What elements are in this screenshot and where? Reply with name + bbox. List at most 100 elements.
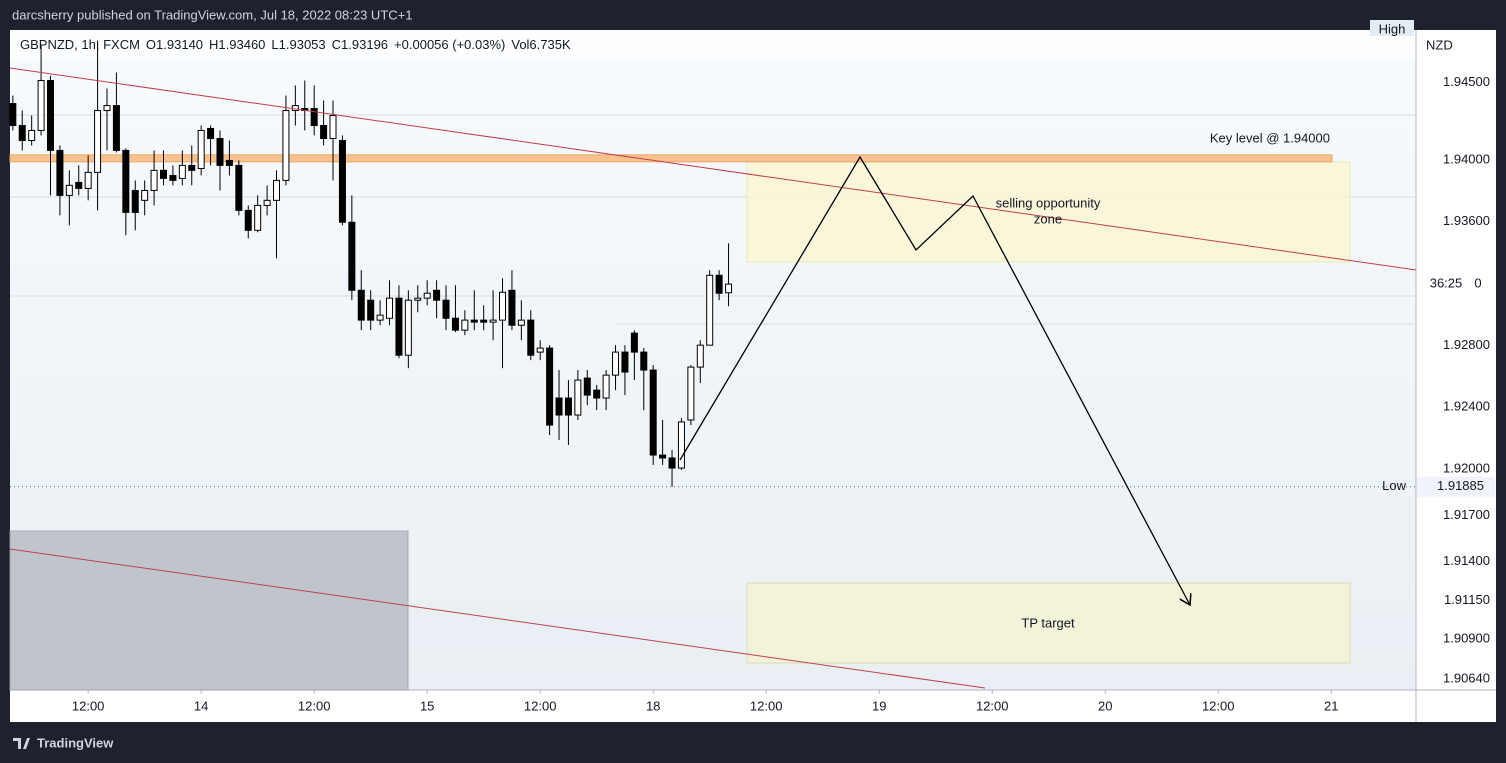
- candle-body: [583, 377, 591, 396]
- x-tick-label: 15: [420, 698, 434, 713]
- candle-body: [677, 421, 685, 469]
- candle-body: [489, 319, 497, 323]
- x-tick-label: 12:00: [298, 698, 331, 713]
- candle-body: [263, 199, 271, 206]
- y-tick-label: 1.92000: [1443, 460, 1490, 475]
- x-tick-label: 14: [194, 698, 208, 713]
- candle-body: [122, 149, 130, 213]
- candle-body: [640, 351, 648, 371]
- candle-body: [9, 103, 17, 127]
- x-tick-label: 21: [1324, 698, 1338, 713]
- brand: TradingView: [37, 735, 114, 750]
- key-level-label: Key level @ 1.94000: [1210, 130, 1330, 145]
- legend-open: O1.93140: [146, 37, 203, 52]
- candle-body: [546, 347, 554, 426]
- low-price-bg: [1417, 476, 1495, 497]
- candles: [9, 40, 733, 487]
- currency: NZD: [1426, 37, 1453, 52]
- x-tick-label: 12:00: [72, 698, 105, 713]
- candle-body: [414, 297, 422, 301]
- candle-body: [169, 174, 177, 181]
- candle-body: [508, 289, 516, 326]
- candle-body: [706, 274, 714, 346]
- candle-body: [499, 291, 507, 321]
- candle-body: [564, 397, 572, 416]
- y-tick-label: 1.94500: [1443, 74, 1490, 89]
- candle-body: [178, 164, 186, 179]
- y-tick-label: 1.91400: [1443, 553, 1490, 568]
- candle-body: [423, 292, 431, 299]
- candle-body: [254, 204, 262, 231]
- candle-body: [404, 299, 412, 356]
- trend-line: [9, 548, 986, 689]
- projection-path: [679, 155, 1190, 605]
- candle-body: [197, 129, 205, 169]
- publisher: darcsherry published on TradingView.com,…: [12, 7, 412, 22]
- candle-body: [291, 105, 299, 112]
- high-label: High: [1379, 21, 1406, 36]
- candle-body: [235, 164, 243, 211]
- x-tick-label: 12:00: [524, 698, 557, 713]
- candle-body: [282, 110, 290, 181]
- x-tick-label: 12:00: [976, 698, 1009, 713]
- candle-body: [188, 164, 196, 171]
- y-tick-label: 1.90640: [1443, 671, 1490, 686]
- candle-body: [480, 319, 488, 323]
- tp-zone: [746, 582, 1351, 664]
- legend-low: L1.93053: [271, 37, 325, 52]
- candle-body: [357, 289, 365, 321]
- candle-body: [517, 319, 525, 326]
- y-tick-label: 1.91150: [1444, 592, 1490, 607]
- trend-line: [9, 67, 1417, 271]
- candle-body: [112, 105, 120, 151]
- candle-body: [367, 299, 375, 321]
- candle-body: [56, 149, 64, 196]
- candle-body: [630, 332, 638, 353]
- candle-body: [310, 108, 318, 127]
- candle-body: [131, 189, 139, 213]
- legend-volume: Vol6.735K: [511, 37, 571, 52]
- candle-body: [574, 379, 582, 416]
- candle-body: [338, 140, 346, 223]
- candle-body: [555, 397, 563, 416]
- legend-close: C1.93196: [332, 37, 388, 52]
- candle-body: [65, 184, 73, 196]
- candle-body: [621, 351, 629, 373]
- x-tick-label: 18: [646, 698, 660, 713]
- key-level-layer: [9, 154, 1333, 163]
- candle-body: [461, 319, 469, 331]
- legend: GBPNZD, 1h, FXCM O1.93140 H1.93460 L1.93053…: [20, 37, 571, 52]
- candle-body: [329, 114, 337, 140]
- candle-body: [18, 125, 26, 142]
- candle-body: [75, 181, 83, 189]
- x-tick-label: 20: [1098, 698, 1112, 713]
- candle-body: [451, 317, 459, 331]
- y-tick-label: 1.92800: [1443, 337, 1490, 352]
- x-tick-label: 19: [872, 698, 886, 713]
- candle-body: [687, 366, 695, 421]
- candle-body: [150, 169, 158, 191]
- sell-zone-label: selling opportunity: [996, 195, 1101, 210]
- candle-body: [395, 297, 403, 356]
- key-level-band: [9, 154, 1333, 163]
- legend-bg: [10, 30, 1416, 60]
- y-tick-label: 1.94000: [1443, 151, 1490, 166]
- candle-body: [46, 80, 54, 151]
- high-tag: [1370, 20, 1414, 36]
- x-tick-label: 12:00: [1202, 698, 1235, 713]
- low-label: Low: [1382, 478, 1406, 493]
- candle-body: [244, 209, 252, 231]
- candle-body: [348, 221, 356, 291]
- symbol: GBPNZD, 1h, FXCM: [20, 37, 140, 52]
- logo: [13, 738, 30, 749]
- candle-body: [37, 80, 45, 131]
- candle-body: [376, 314, 384, 321]
- low-price: 1.91885: [1437, 478, 1484, 493]
- y-tick-label: 1.91700: [1443, 507, 1490, 522]
- candle-body: [470, 319, 478, 323]
- candle-body: [668, 457, 676, 469]
- candle-body: [536, 347, 544, 353]
- candle-body: [84, 171, 92, 189]
